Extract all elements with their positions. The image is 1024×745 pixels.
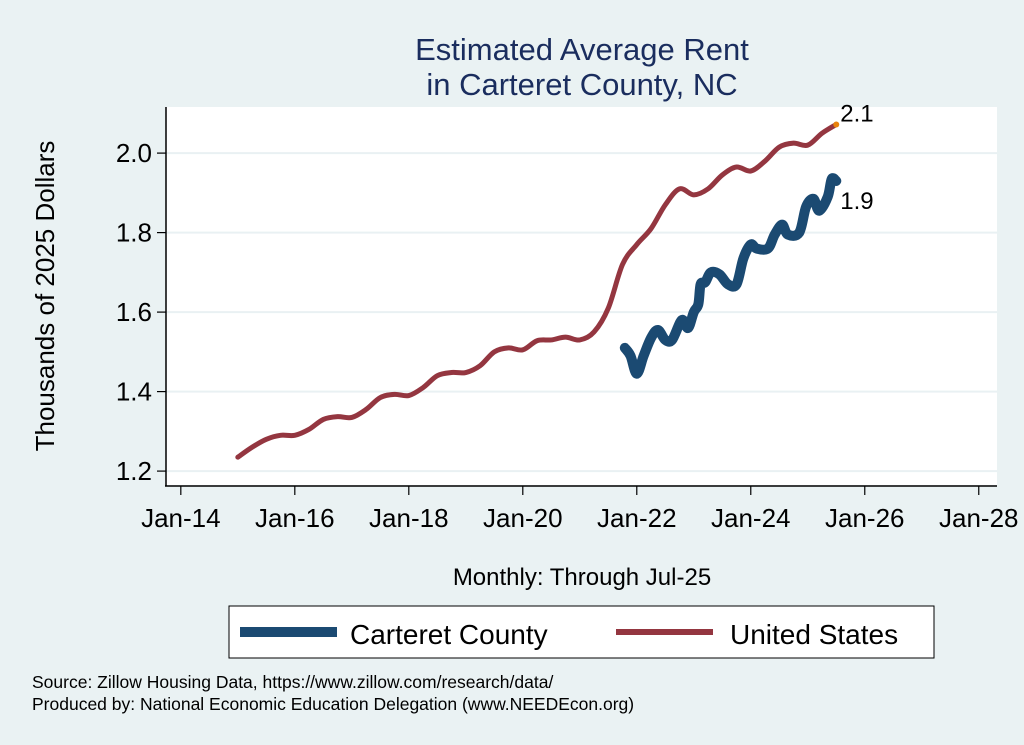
end-label-united-states: 2.1 (840, 100, 873, 127)
y-tick-label: 1.2 (116, 456, 152, 486)
end-marker-united-states (833, 121, 840, 128)
x-tick-label: Jan-28 (939, 503, 1019, 533)
legend-label-carteret-county: Carteret County (350, 619, 548, 650)
y-tick-label: 1.8 (116, 218, 152, 248)
series-line-carteret-county (619, 173, 842, 379)
end-label-carteret-county: 1.9 (840, 188, 873, 215)
y-tick-label: 1.4 (116, 377, 152, 407)
plot-area (166, 107, 997, 485)
x-tick-label: Jan-20 (483, 503, 563, 533)
series-line-united-states (235, 121, 839, 460)
chart-title-line-1: Estimated Average Rent (415, 32, 749, 67)
x-tick-label: Jan-22 (597, 503, 677, 533)
y-axis-title: Thousands of 2025 Dollars (30, 141, 60, 452)
y-tick-label: 1.6 (116, 297, 152, 327)
chart-title-line-2: in Carteret County, NC (426, 67, 737, 102)
x-tick-label: Jan-24 (711, 503, 791, 533)
x-tick-label: Jan-26 (825, 503, 905, 533)
source-note: Source: Zillow Housing Data, https://www… (32, 672, 553, 692)
x-tick-label: Jan-14 (141, 503, 221, 533)
series-layer: 1.9 2.1 (235, 100, 874, 460)
legend-label-united-states: United States (730, 619, 898, 650)
x-ticks: Jan-14 Jan-16 Jan-18 Jan-20 Jan-22 Jan-24 Jan-… (141, 486, 1019, 533)
grid-lines (166, 152, 997, 473)
y-tick-label: 2.0 (116, 138, 152, 168)
x-axis-title: Monthly: Through Jul-25 (453, 564, 711, 591)
x-tick-label: Jan-18 (369, 503, 449, 533)
legend-box (228, 605, 935, 659)
x-tick-label: Jan-16 (255, 503, 335, 533)
produced-by-note: Produced by: National Economic Education… (32, 694, 634, 714)
y-ticks: 1.2 1.4 1.6 1.8 2.0 (116, 138, 166, 486)
